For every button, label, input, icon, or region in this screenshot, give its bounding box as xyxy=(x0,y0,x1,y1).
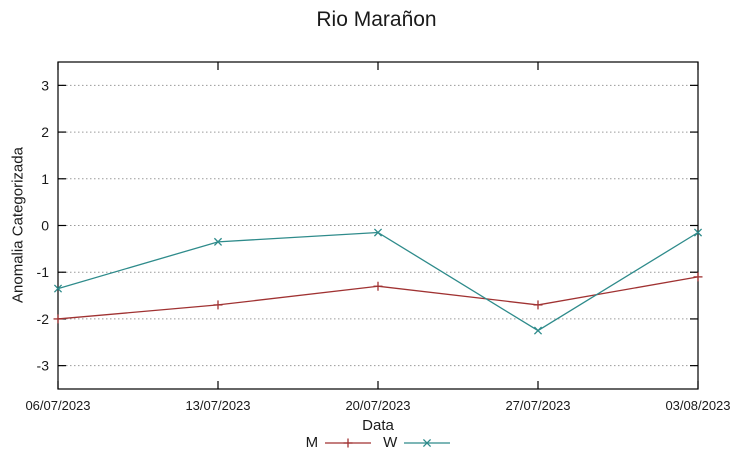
marker-cross xyxy=(373,228,383,237)
marker-cross xyxy=(533,326,543,335)
legend-label: M xyxy=(305,434,319,451)
marker-cross xyxy=(423,438,432,447)
marker-plus xyxy=(533,300,543,310)
y-tick-label: 3 xyxy=(41,77,49,93)
marker-cross xyxy=(53,284,63,293)
y-tick-label: 0 xyxy=(41,218,49,234)
y-tick-label: 1 xyxy=(41,171,49,187)
plot-border xyxy=(57,61,699,390)
legend-item-M: M xyxy=(306,434,372,451)
y-tick-label: 2 xyxy=(41,124,49,140)
series-W xyxy=(53,228,703,335)
marker-plus xyxy=(53,314,63,324)
x-tick-label: 27/07/2023 xyxy=(505,398,570,413)
marker-cross xyxy=(693,228,703,237)
y-tick-label: -3 xyxy=(37,358,50,374)
marker-plus xyxy=(373,281,383,291)
series-line-W xyxy=(57,231,699,332)
x-tick-label: 20/07/2023 xyxy=(345,398,410,413)
x-tick-label: 13/07/2023 xyxy=(185,398,250,413)
chart-title: Rio Marañon xyxy=(316,8,437,31)
y-tick-label: -2 xyxy=(37,311,50,327)
marker-plus xyxy=(693,272,703,282)
x-tick-label: 03/08/2023 xyxy=(665,398,730,413)
legend-label: W xyxy=(383,434,398,451)
x-axis-label: Data xyxy=(362,417,394,434)
marker-plus xyxy=(343,438,353,447)
marker-cross xyxy=(213,237,223,246)
marker-plus xyxy=(213,300,223,310)
legend-item-W: W xyxy=(383,434,451,451)
legend-sample-plus xyxy=(325,438,372,447)
y-tick-label: -1 xyxy=(37,264,50,280)
x-tick-label: 06/07/2023 xyxy=(25,398,90,413)
series-M xyxy=(53,272,703,324)
legend-sample-cross xyxy=(404,438,451,447)
